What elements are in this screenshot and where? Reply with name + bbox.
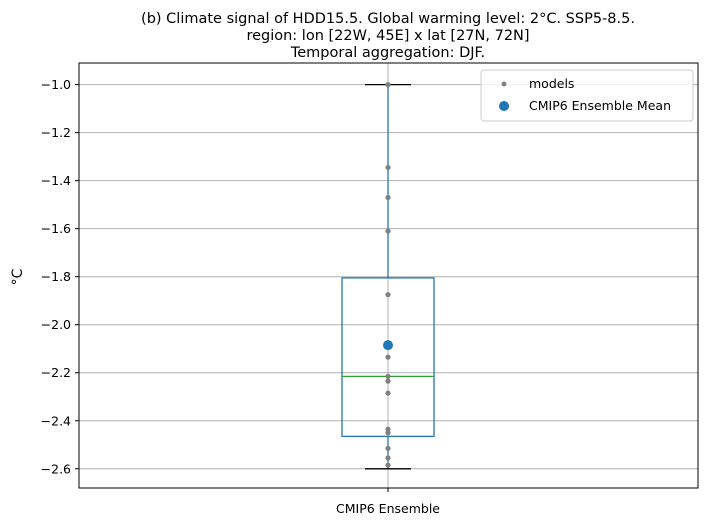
- model-point: [385, 164, 391, 171]
- legend-box: [480, 69, 694, 122]
- chart-title-line-2: region: lon [22W, 45E] x lat [27N, 72N]: [246, 28, 529, 44]
- y-axis-ticks: −1.0 −1.2 −1.4 −1.6 −1.8 −2.0 −2.2 −2.4 −2.6: [41, 77, 79, 476]
- legend-models-marker: [501, 81, 507, 87]
- legend-mean-marker: [499, 101, 509, 111]
- chart-title: (b) Climate signal of HDD15.5. Global wa…: [141, 11, 635, 61]
- y-tick-label: −2.2: [41, 365, 71, 380]
- model-point: [385, 82, 391, 88]
- x-axis-ticks: CMIP6 Ensemble: [336, 488, 440, 516]
- y-tick-label: −1.2: [41, 125, 71, 140]
- chart-title-line-1: (b) Climate signal of HDD15.5. Global wa…: [141, 11, 635, 27]
- model-point: [385, 292, 391, 298]
- legend: models CMIP6 Ensemble Mean: [480, 69, 694, 122]
- model-points: [385, 82, 391, 468]
- model-point: [385, 455, 391, 461]
- legend-models-label: models: [529, 76, 574, 91]
- model-point: [385, 390, 391, 396]
- y-axis-label: °C: [10, 268, 26, 285]
- model-point: [385, 378, 391, 384]
- model-point: [385, 426, 391, 432]
- y-tick-label: −1.0: [41, 77, 71, 92]
- x-tick-label: CMIP6 Ensemble: [336, 501, 440, 516]
- y-tick-label: −2.0: [41, 317, 71, 332]
- box-body: [341, 277, 435, 438]
- model-point: [385, 228, 391, 234]
- y-tick-label: −2.6: [41, 461, 71, 476]
- legend-mean-label: CMIP6 Ensemble Mean: [529, 98, 671, 113]
- ensemble-mean-point: [383, 340, 393, 351]
- ensemble-mean: [383, 340, 393, 351]
- model-point: [385, 373, 391, 379]
- model-point: [385, 354, 391, 360]
- model-point: [385, 430, 391, 436]
- model-point: [385, 194, 391, 201]
- y-tick-label: −1.6: [41, 221, 71, 236]
- model-point: [385, 462, 391, 468]
- y-tick-label: −1.8: [41, 269, 71, 284]
- model-point: [385, 445, 391, 451]
- chart-title-line-3: Temporal aggregation: DJF.: [290, 45, 485, 61]
- y-tick-label: −2.4: [41, 413, 71, 428]
- y-tick-label: −1.4: [41, 173, 71, 188]
